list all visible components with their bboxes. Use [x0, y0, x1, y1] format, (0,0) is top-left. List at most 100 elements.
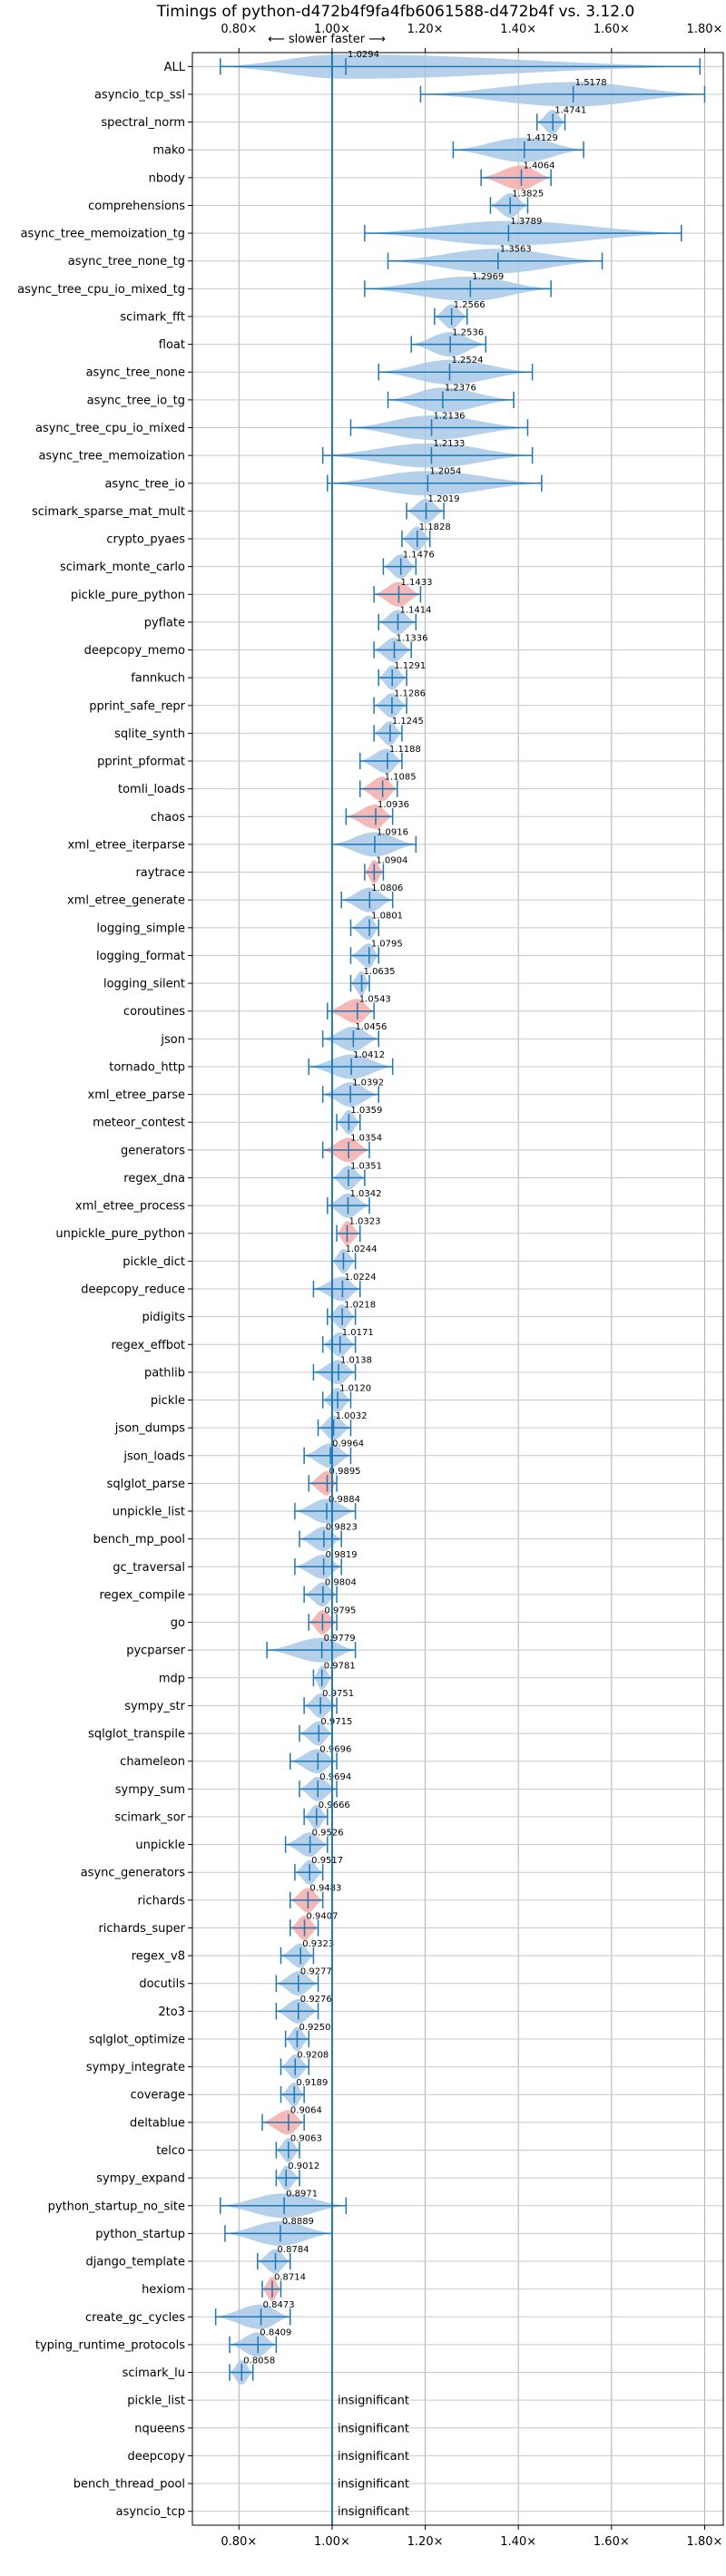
benchmark-label: mako	[152, 144, 185, 158]
value-label: 1.1085	[385, 772, 417, 782]
value-label: 0.8058	[243, 2356, 275, 2366]
benchmark-label: ALL	[164, 61, 186, 74]
benchmark-label: richards_super	[98, 1922, 185, 1936]
plot-frame	[191, 52, 724, 2526]
value-label: 1.0032	[336, 1411, 368, 1421]
benchmark-label: scimark_sor	[114, 1810, 185, 1824]
benchmark-label: json	[160, 1033, 185, 1047]
benchmark-label: async_tree_cpu_io_mixed	[35, 422, 185, 435]
value-label: 0.9666	[319, 1800, 350, 1810]
value-label: 1.0171	[342, 1328, 374, 1338]
value-label: 1.0392	[352, 1078, 384, 1088]
benchmark-label: unpickle_list	[113, 1506, 185, 1519]
value-label: 0.8409	[260, 2328, 291, 2338]
benchmark-label: typing_runtime_protocols	[35, 2338, 185, 2352]
benchmark-label: go	[171, 1616, 185, 1630]
value-label: 1.1433	[400, 578, 432, 588]
benchmark-label: regex_effbot	[111, 1339, 185, 1352]
benchmark-label: nqueens	[134, 2422, 185, 2435]
value-label: 0.9012	[288, 2161, 319, 2171]
value-label: 1.1828	[419, 522, 451, 532]
value-label: 0.9208	[297, 2050, 329, 2060]
benchmark-label: unpickle	[135, 1839, 185, 1852]
benchmark-label: xml_etree_iterparse	[67, 838, 185, 852]
benchmark-label: django_template	[86, 2256, 185, 2269]
benchmark-label: telco	[156, 2144, 185, 2158]
value-label: 0.9517	[311, 1856, 343, 1866]
benchmark-label: async_tree_none_tg	[68, 255, 185, 268]
value-label: 1.1291	[394, 661, 426, 671]
benchmark-label: pickle	[151, 1394, 185, 1408]
x-tick-label-top: 1.80×	[687, 23, 723, 36]
benchmark-label: python_startup	[95, 2228, 185, 2241]
value-label: 0.9779	[324, 1634, 356, 1644]
value-label: 1.5178	[575, 78, 607, 88]
x-tick-label-top: 1.00×	[314, 23, 350, 36]
x-tick-label-bottom: 0.80×	[221, 2535, 257, 2549]
benchmark-label: xml_etree_process	[75, 1200, 185, 1214]
benchmark-label: spectral_norm	[101, 116, 185, 130]
benchmark-label: richards	[138, 1894, 186, 1908]
benchmark-label: async_tree_none	[86, 366, 185, 380]
benchmark-label: regex_compile	[99, 1588, 185, 1602]
benchmark-label: python_startup_no_site	[48, 2200, 185, 2213]
value-label: 1.2969	[472, 272, 504, 282]
benchmark-label: pyflate	[144, 616, 185, 629]
value-label: 1.0294	[348, 50, 379, 60]
value-label: 0.9751	[322, 1689, 354, 1699]
benchmark-label: deltablue	[130, 2116, 185, 2130]
benchmark-label: coroutines	[123, 1005, 185, 1019]
benchmark-label: bench_thread_pool	[74, 2478, 185, 2492]
x-tick-label-bottom: 1.00×	[314, 2535, 350, 2549]
benchmark-label: sqlite_synth	[114, 727, 185, 741]
benchmark-label: async_tree_io	[104, 477, 185, 491]
value-label: 1.0801	[371, 912, 403, 922]
value-label: 1.1188	[389, 745, 421, 755]
benchmark-label: pprint_safe_repr	[89, 699, 185, 713]
benchmark-label: asyncio_tcp	[116, 2505, 185, 2519]
value-label: 0.9277	[300, 1967, 332, 1977]
value-label: 1.2536	[452, 327, 484, 337]
value-label: 1.1414	[400, 606, 432, 616]
value-label: 1.2376	[445, 384, 476, 394]
benchmark-label: sqlglot_parse	[107, 1478, 185, 1491]
value-label: 1.0244	[345, 1244, 377, 1254]
benchmark-label: raytrace	[135, 866, 185, 880]
benchmark-label: chameleon	[120, 1755, 185, 1769]
value-label: 0.8714	[274, 2272, 306, 2282]
x-axis-ticks: 0.80× 0.80× 1.00× 1.00× 1.20× 1.20× 1.40× 1.40×…	[188, 23, 722, 2549]
value-label: 0.8889	[282, 2217, 314, 2227]
benchmark-label: bench_mp_pool	[93, 1533, 185, 1547]
x-tick-label-bottom: 1.80×	[687, 2535, 723, 2549]
benchmark-label: logging_silent	[103, 978, 185, 991]
value-label: 1.0138	[340, 1356, 372, 1366]
violin-marks: 1.0294 1.5178 1.4741 1.4129 1.4064 1.3825 1.37…	[214, 50, 706, 2525]
benchmark-label: fannkuch	[131, 672, 185, 686]
benchmark-label: sqlglot_optimize	[89, 2033, 185, 2046]
benchmark-label: meteor_contest	[93, 1117, 185, 1130]
value-label: 1.2019	[428, 494, 460, 504]
benchmark-label: xml_etree_generate	[67, 894, 185, 908]
benchmark-label: logging_simple	[96, 922, 185, 935]
value-label: 1.0543	[359, 995, 391, 1005]
chart-title: Timings of python-d472b4f9fa4fb6061588-d…	[156, 3, 635, 21]
value-label: 0.9526	[312, 1828, 344, 1838]
value-label: 0.9781	[324, 1662, 356, 1672]
benchmark-label: scimark_sparse_mat_mult	[32, 505, 185, 519]
benchmark-label: coverage	[131, 2089, 185, 2103]
benchmark-label: scimark_lu	[123, 2366, 185, 2380]
benchmark-label: comprehensions	[88, 200, 185, 213]
benchmark-label: generators	[121, 1144, 185, 1157]
value-label: 1.0351	[350, 1161, 382, 1171]
value-label: 1.0635	[364, 967, 396, 977]
x-tick-label-top: 1.60×	[594, 23, 630, 36]
benchmark-label: pickle_dict	[123, 1255, 185, 1269]
value-label: 1.0218	[344, 1300, 376, 1310]
benchmark-label: regex_v8	[132, 1950, 185, 1964]
x-tick-label-bottom: 1.20×	[407, 2535, 444, 2549]
benchmark-label: async_generators	[81, 1867, 186, 1880]
benchmark-label: crypto_pyaes	[106, 533, 185, 547]
value-label: 0.9064	[290, 2106, 322, 2116]
